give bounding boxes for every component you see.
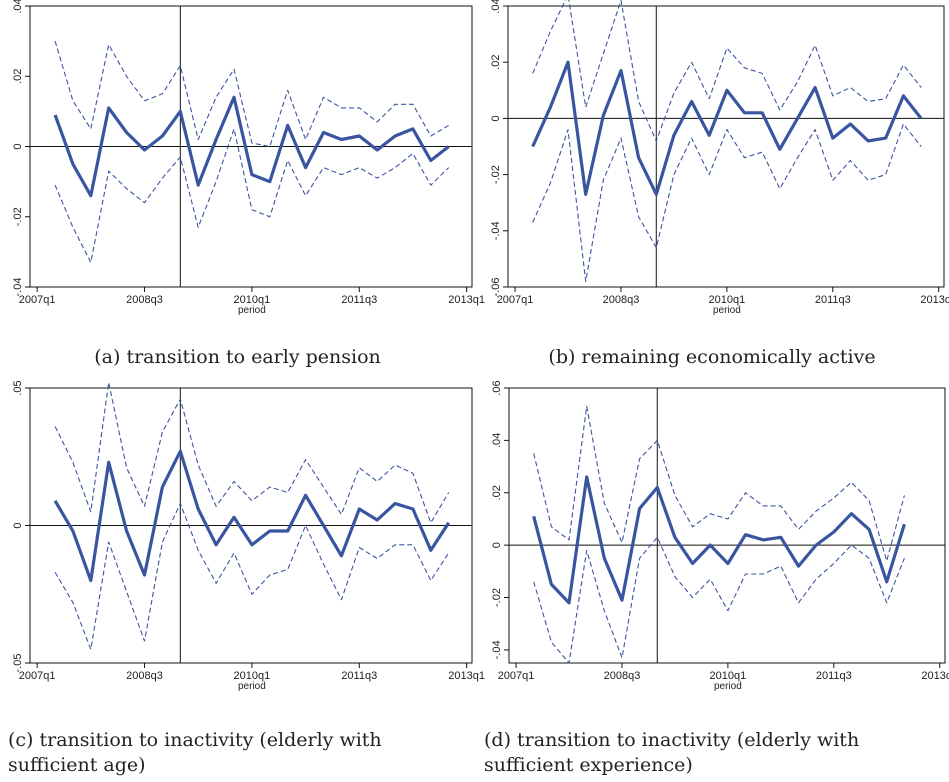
x-tick-label-c: 2013q1 bbox=[448, 670, 485, 682]
chart-panel-c: -.05 0 .05 2007q1 2008q3 2010q1 2011q3 2013q1 pe… bbox=[0, 380, 485, 702]
lower-ci-line-c bbox=[54, 502, 450, 650]
x-tick-label-b: 2010q1 bbox=[709, 294, 746, 306]
chart-panel-b: -.06 -.04 -.02 0 .02 .04 2007q1 2008q3 2010q1 201… bbox=[475, 0, 949, 330]
y-tick-label-d: -.04 bbox=[491, 640, 503, 659]
upper-ci-line-b bbox=[532, 0, 922, 142]
lower-ci-line-a bbox=[54, 128, 450, 263]
plot-frame-d bbox=[508, 387, 946, 664]
caption-a: (a) transition to early pension bbox=[94, 346, 381, 368]
estimate-line-d bbox=[532, 475, 906, 605]
chart-panel-a: -.04 -.02 0 .02 .04 2007q1 2008q3 2010q1 2011q3 2… bbox=[0, 0, 485, 330]
chart-panel-d: -.04 -.02 0 .02 .04 .06 2007q1 2008q3 2010q1 2011… bbox=[475, 380, 949, 702]
x-tick-label-d: 2007q1 bbox=[498, 670, 535, 682]
chart-a-svg: -.04 -.02 0 .02 .04 2007q1 2008q3 2010q1 2011q3 2… bbox=[12, 0, 485, 316]
y-tick-label-b: -.04 bbox=[490, 221, 502, 240]
y-tick-label-a: -.02 bbox=[12, 207, 24, 226]
x-tick-label-b: 2008q3 bbox=[603, 294, 640, 306]
lower-ci-line-d bbox=[533, 536, 905, 664]
y-tick-label-d: .02 bbox=[491, 485, 503, 500]
upper-ci-line-c bbox=[54, 381, 450, 524]
x-tick-label-a: 2013q1 bbox=[448, 294, 485, 306]
y-tick-label-a: 0 bbox=[12, 143, 24, 149]
chart-c-svg: -.05 0 .05 2007q1 2008q3 2010q1 2011q3 2013q1 pe… bbox=[12, 380, 485, 692]
upper-ci-line-a bbox=[54, 40, 449, 148]
chart-d-svg: -.04 -.02 0 .02 .04 .06 2007q1 2008q3 2010q1 2011… bbox=[491, 380, 949, 692]
x-tick-label-a: 2007q1 bbox=[19, 294, 56, 306]
y-tick-label-c: 0 bbox=[12, 522, 24, 528]
x-tick-label-c: 2007q1 bbox=[19, 670, 56, 682]
lower-ci-line-b bbox=[532, 123, 922, 282]
y-tick-label-d: -.02 bbox=[491, 588, 503, 607]
x-tick-label-d: 2008q3 bbox=[604, 670, 641, 682]
estimate-line-c bbox=[53, 449, 451, 583]
estimate-line-b bbox=[531, 60, 923, 196]
y-tick-label-a: -.04 bbox=[12, 278, 24, 297]
y-tick-label-b: 0 bbox=[490, 115, 502, 121]
plot-frame-b bbox=[507, 5, 945, 288]
caption-b: (b) remaining economically active bbox=[548, 346, 876, 368]
y-tick-label-d: .04 bbox=[491, 433, 503, 448]
x-tick-label-d: 2010q1 bbox=[710, 670, 747, 682]
caption-d: (d) transition to inactivity (elderly wi… bbox=[484, 729, 860, 776]
x-tick-label-b: 2013q1 bbox=[920, 294, 949, 306]
x-axis-label-a: period bbox=[238, 305, 266, 316]
y-tick-label-d: .06 bbox=[491, 380, 503, 395]
x-tick-label-a: 2011q3 bbox=[341, 294, 377, 306]
y-tick-label-b: -.06 bbox=[490, 278, 502, 297]
x-tick-label-c: 2011q3 bbox=[341, 670, 377, 682]
x-axis-label-d: period bbox=[714, 681, 742, 692]
y-tick-label-b: -.02 bbox=[490, 165, 502, 184]
y-tick-label-b: .04 bbox=[490, 0, 502, 14]
caption-c: (c) transition to inactivity (elderly wi… bbox=[8, 729, 382, 776]
x-tick-label-d: 2013q1 bbox=[921, 670, 949, 682]
x-axis-label-c: period bbox=[238, 681, 266, 692]
x-tick-label-a: 2008q3 bbox=[126, 294, 163, 306]
upper-ci-line-d bbox=[533, 405, 905, 562]
chart-b-svg: -.06 -.04 -.02 0 .02 .04 2007q1 2008q3 2010q1 201… bbox=[490, 0, 949, 316]
estimate-line-a bbox=[53, 95, 450, 198]
y-tick-label-c: -.05 bbox=[12, 654, 24, 673]
x-tick-label-d: 2011q3 bbox=[816, 670, 852, 682]
x-tick-label-c: 2010q1 bbox=[234, 670, 271, 682]
y-tick-label-d: 0 bbox=[491, 542, 503, 548]
x-tick-label-a: 2010q1 bbox=[234, 294, 271, 306]
y-tick-label-a: .04 bbox=[12, 0, 24, 14]
y-tick-label-c: .05 bbox=[12, 380, 24, 395]
y-tick-label-b: .02 bbox=[490, 55, 502, 70]
x-axis-label-b: period bbox=[713, 305, 741, 316]
y-tick-label-a: .02 bbox=[12, 69, 24, 84]
x-tick-label-b: 2007q1 bbox=[497, 294, 534, 306]
x-tick-label-c: 2008q3 bbox=[126, 670, 163, 682]
x-tick-label-b: 2011q3 bbox=[815, 294, 851, 306]
